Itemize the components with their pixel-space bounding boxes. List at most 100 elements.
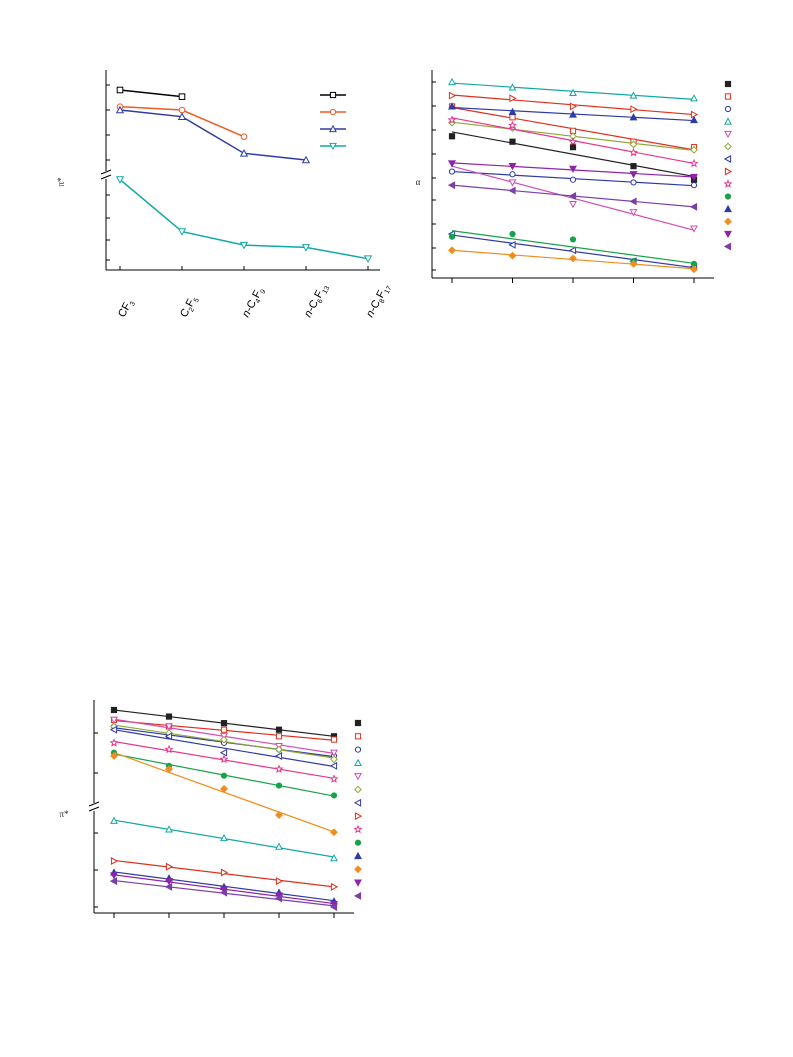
data-point xyxy=(110,752,118,760)
data-point xyxy=(508,240,516,249)
fit-line xyxy=(113,729,335,768)
legend-entry xyxy=(354,719,362,727)
data-point xyxy=(690,182,698,189)
data-point xyxy=(116,86,124,94)
data-point xyxy=(220,720,228,727)
data-point xyxy=(330,749,338,757)
data-point xyxy=(330,853,338,862)
legend-marker xyxy=(723,155,732,163)
data-point xyxy=(165,723,173,731)
series-13 xyxy=(447,181,698,211)
legend-entry xyxy=(723,155,732,163)
legend-marker xyxy=(724,230,732,239)
legend-marker xyxy=(329,124,337,133)
legend-marker xyxy=(354,746,362,753)
series-7 xyxy=(110,857,339,891)
legend-entry xyxy=(320,142,346,151)
legend-marker xyxy=(329,142,337,151)
series-3 xyxy=(110,816,338,862)
data-point xyxy=(629,140,638,149)
legend-entry xyxy=(353,798,362,807)
data-point xyxy=(220,868,229,877)
data-point xyxy=(508,163,517,171)
data-point xyxy=(508,83,517,91)
data-point xyxy=(569,254,577,263)
data-point xyxy=(629,209,638,217)
legend-entry xyxy=(723,242,732,251)
data-point xyxy=(448,77,456,86)
legend-marker xyxy=(329,91,337,99)
data-point xyxy=(569,176,577,183)
data-point xyxy=(220,735,228,744)
data-point xyxy=(164,744,174,754)
data-point xyxy=(569,88,577,96)
data-point xyxy=(690,173,698,182)
data-point xyxy=(629,259,638,268)
data-point xyxy=(239,241,249,250)
data-point xyxy=(177,228,187,236)
legend-entry xyxy=(320,124,346,133)
data-point xyxy=(329,903,338,911)
chart-panel-alpha: α xyxy=(410,60,740,300)
data-point xyxy=(301,244,311,252)
chart-panel-pi-star-chain: π* CF3 C2 F5 n-C4 F9 n-C6 F13 n-C8 F17 xyxy=(50,60,393,340)
x-tick-label: n-C8 F17 xyxy=(364,282,393,321)
legend-marker xyxy=(354,865,362,874)
data-point xyxy=(110,872,118,880)
legend-entry xyxy=(724,217,732,226)
data-point xyxy=(448,168,456,175)
legend-marker xyxy=(724,117,732,125)
data-point xyxy=(690,94,698,102)
legend-marker xyxy=(329,108,337,116)
data-point xyxy=(509,94,517,103)
data-point xyxy=(629,113,638,121)
legend-entry xyxy=(354,839,362,846)
data-point xyxy=(110,857,119,865)
data-point xyxy=(220,784,228,793)
data-point xyxy=(165,765,173,774)
data-point xyxy=(448,133,456,140)
data-point xyxy=(165,878,173,886)
legend-marker xyxy=(354,719,362,727)
series-2 xyxy=(448,168,698,189)
legend-entry xyxy=(354,773,362,781)
series-3 xyxy=(115,176,373,264)
legend-entry xyxy=(354,733,362,740)
data-point xyxy=(690,265,698,274)
legend-marker xyxy=(353,824,363,834)
data-point xyxy=(448,102,456,110)
x-tick-label: C2 F5 xyxy=(178,294,201,321)
data-point xyxy=(447,115,457,124)
series-13 xyxy=(109,877,338,911)
data-point xyxy=(569,102,578,111)
data-point xyxy=(220,726,228,733)
data-point xyxy=(689,158,699,168)
data-point xyxy=(115,176,125,184)
legend-entry xyxy=(354,746,362,753)
series-0 xyxy=(110,706,338,740)
legend-entry xyxy=(724,130,732,139)
legend-entry xyxy=(354,785,362,794)
axis-break-mark xyxy=(100,169,112,175)
series-line xyxy=(119,109,307,161)
legend-entry xyxy=(354,851,362,860)
series-3 xyxy=(448,77,698,102)
data-point xyxy=(629,171,638,179)
legend-entry xyxy=(724,80,732,88)
legend-marker xyxy=(354,758,362,766)
series-line xyxy=(119,89,183,98)
legend-marker xyxy=(354,773,362,781)
legend-entry xyxy=(723,179,733,188)
data-point xyxy=(109,877,118,886)
data-point xyxy=(164,882,173,891)
data-point xyxy=(275,782,283,789)
axis-break-mark xyxy=(88,801,100,807)
data-point xyxy=(165,713,173,720)
data-point xyxy=(330,736,338,743)
data-point xyxy=(165,825,173,833)
legend-entry xyxy=(724,117,732,125)
data-point xyxy=(177,112,187,120)
axis-break-mark xyxy=(88,806,100,812)
chart-a-svg: π* CF3 C2 F5 n-C4 F9 n-C6 F13 n-C8 F17 xyxy=(56,70,393,321)
legend-entry xyxy=(724,167,733,176)
